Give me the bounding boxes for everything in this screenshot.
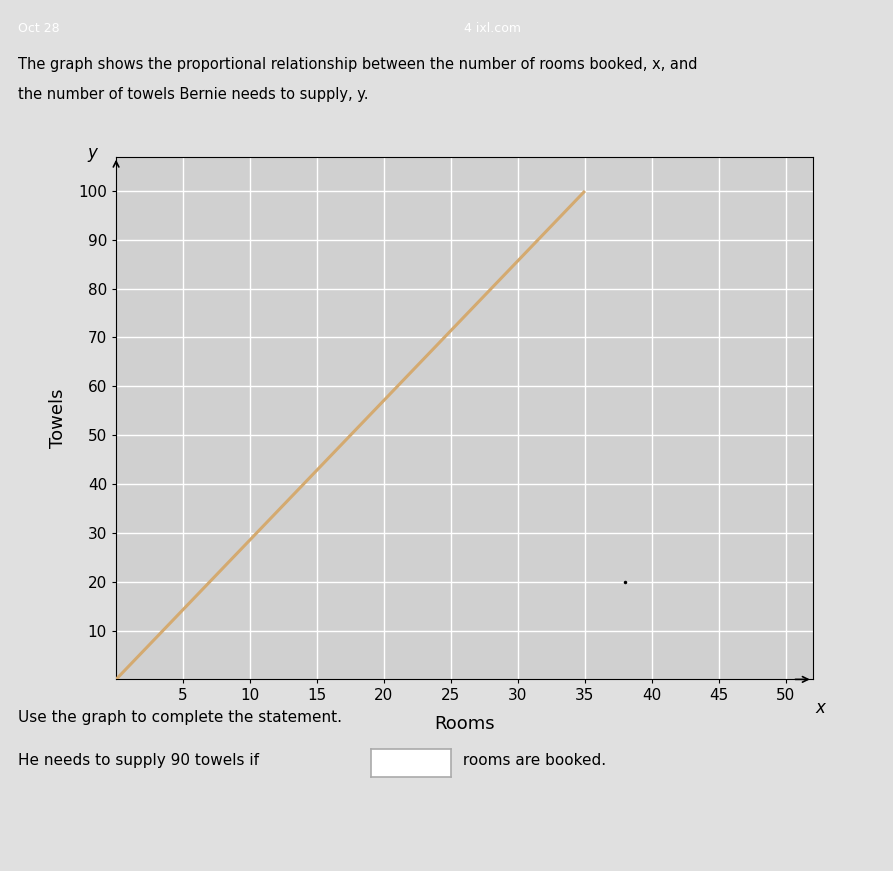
Text: y: y (87, 144, 97, 162)
Text: The graph shows the proportional relationship between the number of rooms booked: The graph shows the proportional relatio… (18, 57, 697, 71)
Y-axis label: Towels: Towels (49, 388, 67, 448)
Text: rooms are booked.: rooms are booked. (458, 753, 606, 768)
Text: Use the graph to complete the statement.: Use the graph to complete the statement. (18, 710, 342, 725)
Text: Oct 28: Oct 28 (18, 22, 60, 35)
Text: x: x (815, 699, 825, 717)
Text: He needs to supply 90 towels if: He needs to supply 90 towels if (18, 753, 263, 768)
X-axis label: Rooms: Rooms (434, 714, 495, 733)
Text: the number of towels Bernie needs to supply, y.: the number of towels Bernie needs to sup… (18, 87, 368, 102)
Text: 4 ixl.com: 4 ixl.com (464, 22, 522, 35)
